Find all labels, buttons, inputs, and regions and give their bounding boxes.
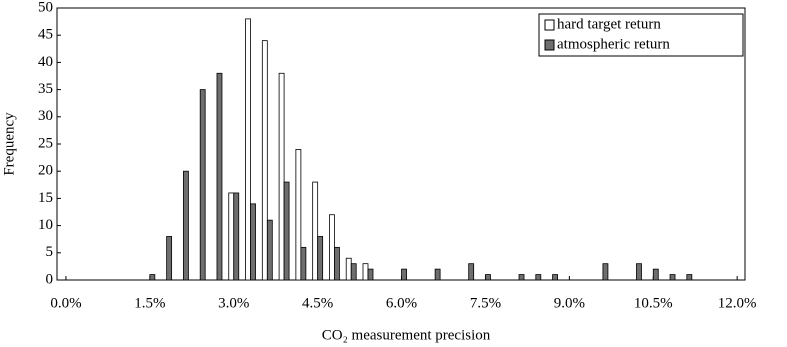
y-tick-label: 25 <box>38 135 53 151</box>
bar <box>468 263 475 281</box>
bar <box>283 181 290 281</box>
bar <box>216 72 223 281</box>
bar <box>266 219 273 281</box>
legend-swatch <box>544 39 555 51</box>
legend-swatch <box>544 19 555 31</box>
x-tick-label: 1.5% <box>134 295 165 311</box>
y-tick-label: 15 <box>38 190 53 206</box>
y-tick-label: 45 <box>38 27 53 43</box>
legend-box <box>538 13 744 57</box>
bar <box>485 274 491 281</box>
bar <box>250 203 256 281</box>
bar <box>367 268 374 281</box>
x-tick-label: 6.0% <box>386 295 417 311</box>
x-tick-label: 10.5% <box>634 295 673 311</box>
bar <box>261 40 268 281</box>
bar <box>334 246 340 281</box>
bar <box>350 263 357 281</box>
y-tick-label: 5 <box>46 244 54 260</box>
bar <box>535 274 542 281</box>
bar <box>518 274 525 281</box>
bar <box>295 149 302 281</box>
x-tick-label: 0.0% <box>50 295 81 311</box>
bar <box>329 214 335 281</box>
bar <box>166 236 173 281</box>
bar <box>183 170 189 281</box>
bar <box>434 268 441 281</box>
x-tick-label: 4.5% <box>302 295 333 311</box>
x-tick-label: 9.0% <box>554 295 585 311</box>
y-tick-label: 0 <box>46 271 54 287</box>
bar <box>345 257 352 281</box>
bar <box>233 192 240 281</box>
x-tick-label: 7.5% <box>470 295 501 311</box>
bar <box>602 263 609 281</box>
bar <box>317 236 324 281</box>
bar <box>228 192 235 281</box>
x-tick-label: 12.0% <box>718 295 757 311</box>
bar <box>278 72 285 281</box>
bar <box>669 274 676 281</box>
bar <box>652 268 659 281</box>
y-tick-label: 35 <box>38 81 53 97</box>
legend-label: hard target return <box>557 16 661 32</box>
bar <box>362 263 369 281</box>
bar <box>401 268 407 281</box>
bar <box>312 181 319 281</box>
y-tick-label: 50 <box>38 0 53 15</box>
x-tick-label: 3.0% <box>218 295 249 311</box>
y-tick-label: 10 <box>38 217 53 233</box>
bar <box>300 246 307 281</box>
bar <box>636 263 642 281</box>
bar <box>552 274 558 281</box>
bar <box>686 274 693 281</box>
x-axis-title: CO₂ measurement precision <box>322 327 491 343</box>
y-tick-label: 20 <box>38 163 53 179</box>
bar <box>149 274 156 281</box>
y-axis-title: Frequency <box>1 112 17 176</box>
y-tick-label: 40 <box>38 54 53 70</box>
y-tick-label: 30 <box>38 108 53 124</box>
bar <box>245 18 251 281</box>
bar <box>199 89 206 281</box>
legend-label: atmospheric return <box>557 36 670 52</box>
